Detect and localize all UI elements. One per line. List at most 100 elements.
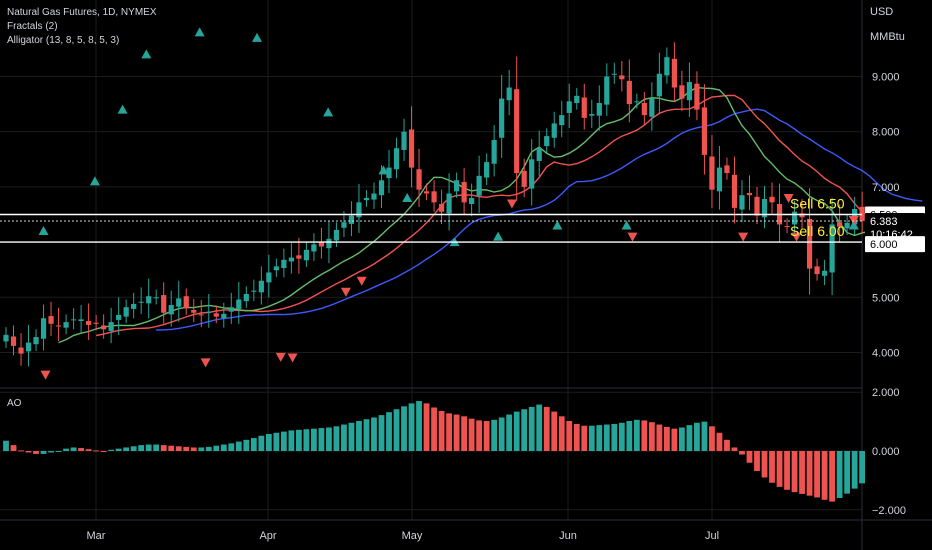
- candle-body[interactable]: [536, 148, 542, 161]
- candle-body[interactable]: [318, 242, 325, 247]
- candle-body[interactable]: [378, 180, 385, 196]
- candle-body[interactable]: [153, 297, 159, 299]
- candle-body[interactable]: [611, 73, 617, 75]
- ao-bar[interactable]: [288, 430, 295, 451]
- candle-body[interactable]: [423, 191, 430, 194]
- candle-body[interactable]: [138, 301, 144, 303]
- ao-bar[interactable]: [641, 420, 648, 451]
- ao-bar[interactable]: [543, 406, 550, 451]
- ao-bar[interactable]: [280, 431, 287, 451]
- candle-body[interactable]: [363, 197, 370, 201]
- candle-body[interactable]: [596, 102, 602, 116]
- candle-body[interactable]: [634, 101, 640, 103]
- candle-body[interactable]: [431, 191, 437, 203]
- candle-body[interactable]: [123, 307, 129, 317]
- ao-bar[interactable]: [476, 420, 483, 451]
- candle-body[interactable]: [108, 322, 114, 331]
- ao-bar[interactable]: [754, 451, 760, 471]
- ao-bar[interactable]: [265, 433, 272, 451]
- ao-bar[interactable]: [686, 425, 693, 451]
- candle-body[interactable]: [288, 257, 294, 262]
- candle-body[interactable]: [724, 165, 730, 174]
- ao-bar[interactable]: [566, 421, 573, 451]
- ao-bar[interactable]: [378, 415, 385, 451]
- ao-bar[interactable]: [799, 451, 805, 494]
- candle-body[interactable]: [844, 222, 850, 229]
- ao-bar[interactable]: [341, 424, 347, 451]
- candle-body[interactable]: [761, 199, 768, 218]
- candle-body[interactable]: [243, 293, 249, 302]
- ao-legend[interactable]: AO: [7, 398, 22, 409]
- ao-bar[interactable]: [611, 423, 618, 451]
- ao-bar[interactable]: [633, 419, 640, 451]
- ao-bar[interactable]: [603, 424, 610, 451]
- ao-bar[interactable]: [821, 451, 828, 500]
- candle-body[interactable]: [476, 175, 482, 196]
- ao-bar[interactable]: [78, 448, 84, 451]
- candle-body[interactable]: [228, 307, 234, 312]
- candle-body[interactable]: [86, 321, 92, 325]
- candle-body[interactable]: [93, 322, 99, 324]
- candle-body[interactable]: [791, 211, 798, 225]
- ao-bar[interactable]: [663, 426, 670, 451]
- candle-body[interactable]: [799, 213, 805, 218]
- price-badge-current[interactable]: [865, 212, 925, 243]
- candle-body[interactable]: [3, 334, 9, 342]
- ao-bar[interactable]: [461, 416, 468, 451]
- ao-bar[interactable]: [769, 451, 775, 483]
- ao-bar[interactable]: [656, 424, 663, 451]
- ao-bar[interactable]: [183, 446, 190, 451]
- candle-body[interactable]: [619, 75, 625, 80]
- candle-body[interactable]: [101, 325, 107, 330]
- ao-bar[interactable]: [536, 404, 543, 451]
- candle-body[interactable]: [521, 170, 527, 187]
- ao-bar[interactable]: [416, 401, 422, 451]
- candle-body[interactable]: [296, 255, 302, 259]
- candle-body[interactable]: [393, 148, 400, 170]
- candle-body[interactable]: [18, 347, 24, 354]
- ao-bar[interactable]: [93, 450, 100, 452]
- candle-body[interactable]: [10, 336, 17, 346]
- ao-bar[interactable]: [423, 403, 430, 451]
- ao-bar[interactable]: [295, 429, 302, 451]
- ao-bar[interactable]: [393, 409, 400, 451]
- candle-body[interactable]: [559, 115, 565, 126]
- candle-body[interactable]: [679, 85, 685, 99]
- candle-body[interactable]: [469, 197, 475, 205]
- candle-body[interactable]: [686, 82, 693, 101]
- ao-bar[interactable]: [761, 451, 768, 478]
- ao-bar[interactable]: [153, 444, 160, 451]
- candle-body[interactable]: [168, 305, 174, 315]
- candle-body[interactable]: [213, 313, 219, 317]
- candle-body[interactable]: [754, 196, 760, 216]
- candle-body[interactable]: [806, 218, 813, 269]
- candle-body[interactable]: [191, 309, 197, 313]
- ao-bar[interactable]: [303, 429, 310, 451]
- ao-bar[interactable]: [626, 421, 633, 451]
- candle-body[interactable]: [78, 319, 84, 322]
- ao-bar[interactable]: [311, 428, 317, 451]
- ao-bar[interactable]: [859, 451, 866, 484]
- ao-bar[interactable]: [258, 435, 265, 451]
- candle-body[interactable]: [146, 296, 152, 304]
- ao-bar[interactable]: [724, 439, 730, 451]
- ao-bar[interactable]: [401, 406, 407, 451]
- ao-bar[interactable]: [18, 450, 24, 452]
- candle-body[interactable]: [371, 193, 377, 200]
- ao-bar[interactable]: [235, 441, 242, 451]
- ao-bar[interactable]: [694, 422, 700, 451]
- candle-body[interactable]: [341, 222, 347, 228]
- ao-bar[interactable]: [716, 432, 723, 451]
- candle-body[interactable]: [33, 337, 39, 345]
- candle-body[interactable]: [551, 123, 557, 138]
- ao-bar[interactable]: [776, 451, 783, 487]
- ao-bar[interactable]: [791, 451, 798, 493]
- candle-body[interactable]: [40, 318, 47, 339]
- ao-bar[interactable]: [348, 422, 355, 451]
- candle-body[interactable]: [386, 167, 392, 179]
- ao-bar[interactable]: [85, 449, 92, 451]
- candle-body[interactable]: [664, 57, 670, 76]
- candle-body[interactable]: [769, 196, 775, 203]
- candle-body[interactable]: [266, 272, 272, 283]
